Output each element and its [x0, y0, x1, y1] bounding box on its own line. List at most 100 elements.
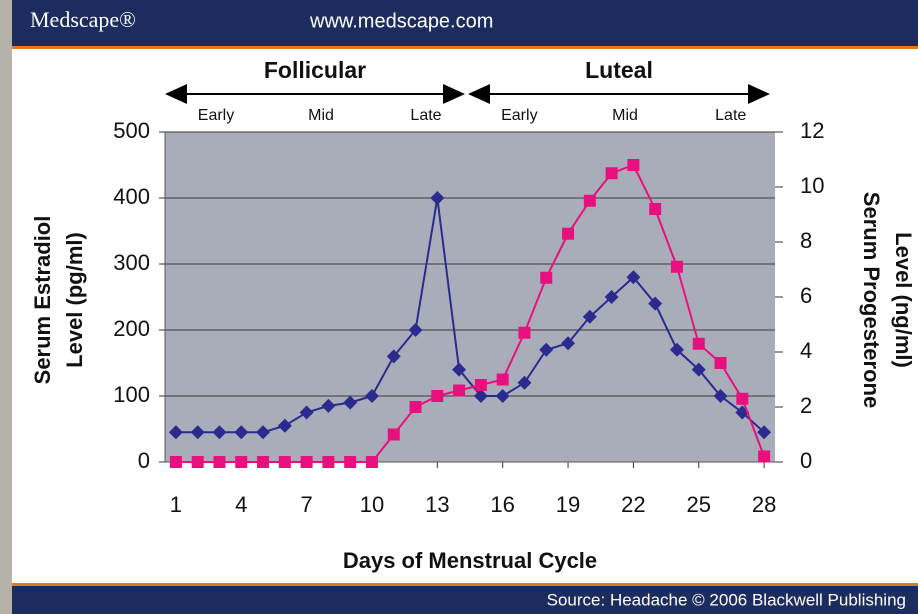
marker	[495, 389, 510, 403]
y2-tick-label: 4	[800, 338, 812, 363]
x-tick-label: 1	[170, 492, 182, 517]
marker	[212, 425, 227, 440]
y2-tick-label: 8	[800, 228, 812, 253]
x-axis-label: Days of Menstrual Cycle	[343, 548, 597, 573]
subphase-label: Early	[198, 107, 234, 124]
marker	[431, 390, 444, 402]
y2-tick-label: 10	[800, 173, 824, 198]
x-tick-label: 25	[687, 492, 711, 517]
plot-area	[165, 132, 775, 462]
marker	[453, 384, 466, 397]
marker	[713, 389, 728, 403]
x-tick-label: 16	[490, 492, 514, 517]
phase-label: Luteal	[585, 57, 653, 83]
marker	[256, 425, 271, 440]
header-bar	[12, 0, 918, 46]
marker	[714, 357, 727, 369]
y-axis-label: Serum Estradiol	[30, 216, 55, 385]
marker	[649, 203, 662, 215]
x-tick-label: 22	[621, 492, 645, 517]
marker	[168, 425, 183, 440]
marker	[562, 227, 575, 240]
marker	[235, 456, 248, 468]
marker	[473, 389, 488, 403]
subphase-label: Late	[410, 107, 441, 124]
marker	[605, 167, 618, 180]
y2-tick-label: 6	[800, 283, 812, 308]
marker	[169, 456, 182, 468]
marker	[757, 425, 772, 440]
arrow-head	[443, 84, 465, 104]
marker	[234, 425, 249, 440]
x-tick-label: 7	[300, 492, 312, 517]
source: Source: Headache © 2006 Blackwell Publis…	[547, 590, 906, 609]
brand: Medscape®	[30, 7, 136, 32]
arrow-head	[748, 84, 770, 104]
marker	[277, 418, 292, 433]
marker	[213, 456, 226, 468]
marker	[365, 456, 378, 468]
marker	[670, 260, 683, 273]
footer-bar	[12, 586, 918, 614]
phase-label: Follicular	[264, 57, 366, 83]
y-tick-label: 300	[113, 250, 150, 275]
marker	[604, 290, 619, 304]
y-tick-label: 100	[113, 382, 150, 407]
marker	[452, 362, 467, 377]
marker	[669, 342, 684, 357]
arrow-head	[468, 84, 490, 104]
marker	[496, 373, 509, 386]
subphase-label: Late	[715, 107, 746, 124]
y-axis-label: Level (pg/ml)	[62, 232, 87, 368]
subphase-label: Mid	[308, 107, 334, 124]
x-tick-label: 10	[360, 492, 384, 517]
y-tick-label: 0	[138, 448, 150, 473]
x-tick-label: 28	[752, 492, 776, 517]
marker	[408, 323, 423, 337]
marker	[300, 456, 313, 468]
marker	[736, 392, 749, 405]
marker	[430, 191, 445, 205]
series-line	[175, 197, 765, 434]
marker	[190, 425, 205, 440]
subphase-label: Mid	[612, 107, 638, 124]
x-tick-label: 13	[425, 492, 449, 517]
marker	[758, 450, 771, 463]
marker	[257, 456, 270, 468]
marker	[191, 456, 204, 468]
subphase-label: Early	[501, 107, 537, 124]
marker	[322, 456, 335, 468]
marker	[344, 456, 357, 468]
y-tick-label: 400	[113, 184, 150, 209]
series-line	[175, 163, 766, 463]
marker	[278, 456, 291, 468]
marker	[582, 309, 597, 324]
marker	[626, 270, 641, 285]
marker	[364, 389, 379, 403]
header-rule	[12, 46, 918, 49]
marker	[539, 342, 554, 357]
marker	[627, 159, 640, 171]
footer-rule	[12, 583, 918, 586]
y2-tick-label: 12	[800, 118, 824, 143]
marker	[343, 395, 358, 410]
y-tick-label: 500	[113, 118, 150, 143]
y-tick-label: 200	[113, 316, 150, 341]
marker	[692, 337, 705, 350]
y2-tick-label: 0	[800, 448, 812, 473]
marker	[387, 428, 400, 441]
arrow-head	[165, 84, 187, 104]
y2-tick-label: 2	[800, 393, 812, 418]
y2-axis-label: Level (ng/ml)	[891, 232, 916, 368]
x-tick-label: 19	[556, 492, 580, 517]
marker	[691, 362, 706, 377]
marker	[648, 296, 663, 311]
x-tick-label: 4	[235, 492, 247, 517]
marker	[561, 336, 576, 351]
y2-axis-label: Serum Progesterone	[859, 192, 884, 408]
marker	[299, 405, 314, 420]
marker	[518, 326, 531, 339]
marker	[583, 194, 596, 207]
